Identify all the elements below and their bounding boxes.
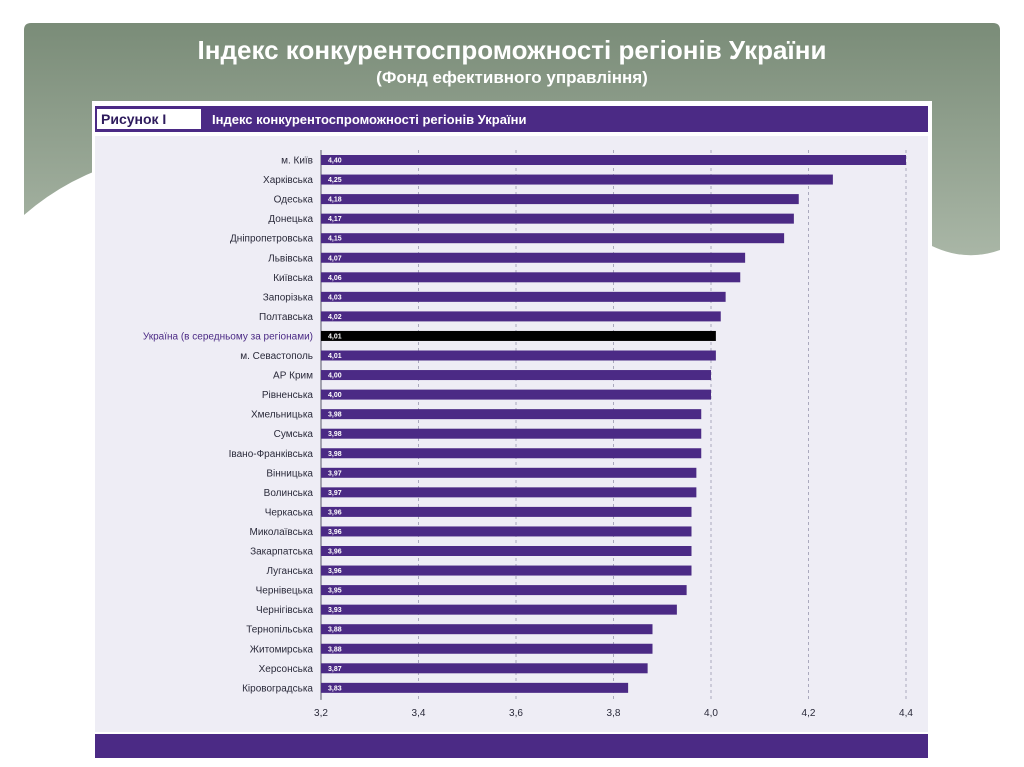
- bar-chart: 3,2 3,4 3,6 3,8 4,0 4,2 4,4 4,40 м. Київ 4,25 Харк…: [143, 150, 913, 719]
- category-label: м. Севастополь: [240, 351, 313, 362]
- chart-figure: Рисунок I Індекс конкурентоспроможності …: [92, 101, 932, 759]
- category-label: Полтавська: [259, 312, 313, 323]
- bar: [321, 409, 702, 420]
- bar: [321, 467, 697, 478]
- bar: [321, 272, 741, 283]
- category-label: Чернівецька: [256, 586, 314, 597]
- category-label: Харківська: [263, 175, 313, 186]
- category-label: АР Крим: [273, 371, 313, 382]
- bar: [321, 448, 702, 459]
- bar-value-label: 4,25: [328, 177, 342, 184]
- category-label: Чернігівська: [256, 605, 313, 616]
- bar-value-label: 4,02: [328, 314, 342, 321]
- figure-label: Рисунок I: [97, 109, 201, 129]
- bar-value-label: 4,00: [328, 392, 342, 399]
- bar-value-label: 4,07: [328, 255, 342, 262]
- category-label: Миколаївська: [250, 527, 314, 538]
- bar-value-label: 4,06: [328, 275, 342, 282]
- x-tick-label: 4,2: [802, 708, 816, 719]
- bar: [321, 526, 692, 537]
- x-tick-label: 3,4: [412, 708, 426, 719]
- slide-title: Індекс конкурентоспроможності регіонів У…: [197, 35, 827, 65]
- bar-value-label: 3,97: [328, 470, 342, 477]
- category-label: Житомирська: [250, 644, 314, 655]
- bar: [321, 389, 711, 400]
- bar: [321, 213, 794, 224]
- bar: [321, 604, 677, 615]
- bar-value-label: 3,97: [328, 490, 342, 497]
- bar: [321, 291, 726, 302]
- category-label: Сумська: [274, 429, 314, 440]
- category-label: Луганська: [266, 566, 313, 577]
- bar: [321, 565, 692, 576]
- bar: [321, 624, 653, 635]
- category-label: Київська: [273, 273, 313, 284]
- bar-value-label: 3,87: [328, 666, 342, 673]
- category-label: Хмельницька: [251, 410, 313, 421]
- bar-value-label: 4,17: [328, 216, 342, 223]
- category-label: Рівненська: [262, 390, 314, 401]
- bar: [321, 487, 697, 498]
- bar-value-label: 3,95: [328, 588, 342, 595]
- bar: [321, 252, 746, 263]
- bar: [321, 194, 799, 205]
- x-tick-label: 4,4: [899, 708, 913, 719]
- bar: [321, 350, 716, 361]
- bar-value-label: 3,88: [328, 627, 342, 634]
- bar-value-label: 4,03: [328, 294, 342, 301]
- bar-value-label: 4,18: [328, 197, 342, 204]
- x-tick-label: 4,0: [704, 708, 718, 719]
- bar-value-label: 3,98: [328, 431, 342, 438]
- bar-value-label: 4,01: [328, 353, 342, 360]
- bar: [321, 643, 653, 654]
- category-label: Одеська: [274, 195, 314, 206]
- category-label: Запорізька: [263, 292, 314, 303]
- bar-value-label: 3,96: [328, 529, 342, 536]
- bar: [321, 682, 629, 693]
- figure-header-bar: [95, 106, 928, 132]
- category-label: Вінницька: [266, 468, 313, 479]
- category-label: Львівська: [268, 253, 313, 264]
- category-label: Волинська: [264, 488, 314, 499]
- bar: [321, 370, 711, 381]
- category-label: Черкаська: [265, 507, 314, 518]
- category-label: Україна (в середньому за регіонами): [143, 331, 313, 342]
- average-bar: [321, 330, 716, 341]
- bar-value-label: 3,88: [328, 646, 342, 653]
- bar-value-label: 3,96: [328, 568, 342, 575]
- slide-subtitle: (Фонд ефективного управління): [376, 68, 648, 87]
- x-tick-label: 3,6: [509, 708, 523, 719]
- bar: [321, 174, 833, 185]
- bar: [321, 428, 702, 439]
- bar: [321, 546, 692, 556]
- bar-value-label: 3,98: [328, 451, 342, 458]
- category-label: Закарпатська: [250, 547, 313, 558]
- bar-value-label: 3,96: [328, 509, 342, 516]
- category-label: Херсонська: [259, 664, 314, 675]
- category-label: Тернопільська: [246, 625, 313, 636]
- bar-value-label: 3,83: [328, 685, 342, 692]
- x-tick-label: 3,2: [314, 708, 328, 719]
- figure-title: Індекс конкурентоспроможності регіонів У…: [212, 112, 527, 127]
- bar: [321, 311, 721, 322]
- bar: [321, 585, 687, 596]
- x-tick-label: 3,8: [607, 708, 621, 719]
- bar: [321, 155, 906, 165]
- category-label: м. Київ: [281, 156, 313, 167]
- figure-footer-bar: [95, 734, 928, 758]
- bar-value-label: 4,01: [328, 333, 342, 340]
- bar-value-label: 4,40: [328, 158, 342, 165]
- bar: [321, 663, 648, 674]
- bar-value-label: 4,15: [328, 236, 342, 243]
- category-label: Донецька: [268, 214, 313, 225]
- bar-value-label: 3,96: [328, 549, 342, 556]
- category-label: Кіровоградська: [242, 683, 313, 694]
- category-label: Дніпропетровська: [230, 234, 313, 245]
- bar-value-label: 3,98: [328, 412, 342, 419]
- bar: [321, 506, 692, 517]
- bar: [321, 233, 785, 244]
- category-label: Івано-Франківська: [229, 449, 314, 460]
- bar-value-label: 4,00: [328, 373, 342, 380]
- bar-value-label: 3,93: [328, 607, 342, 614]
